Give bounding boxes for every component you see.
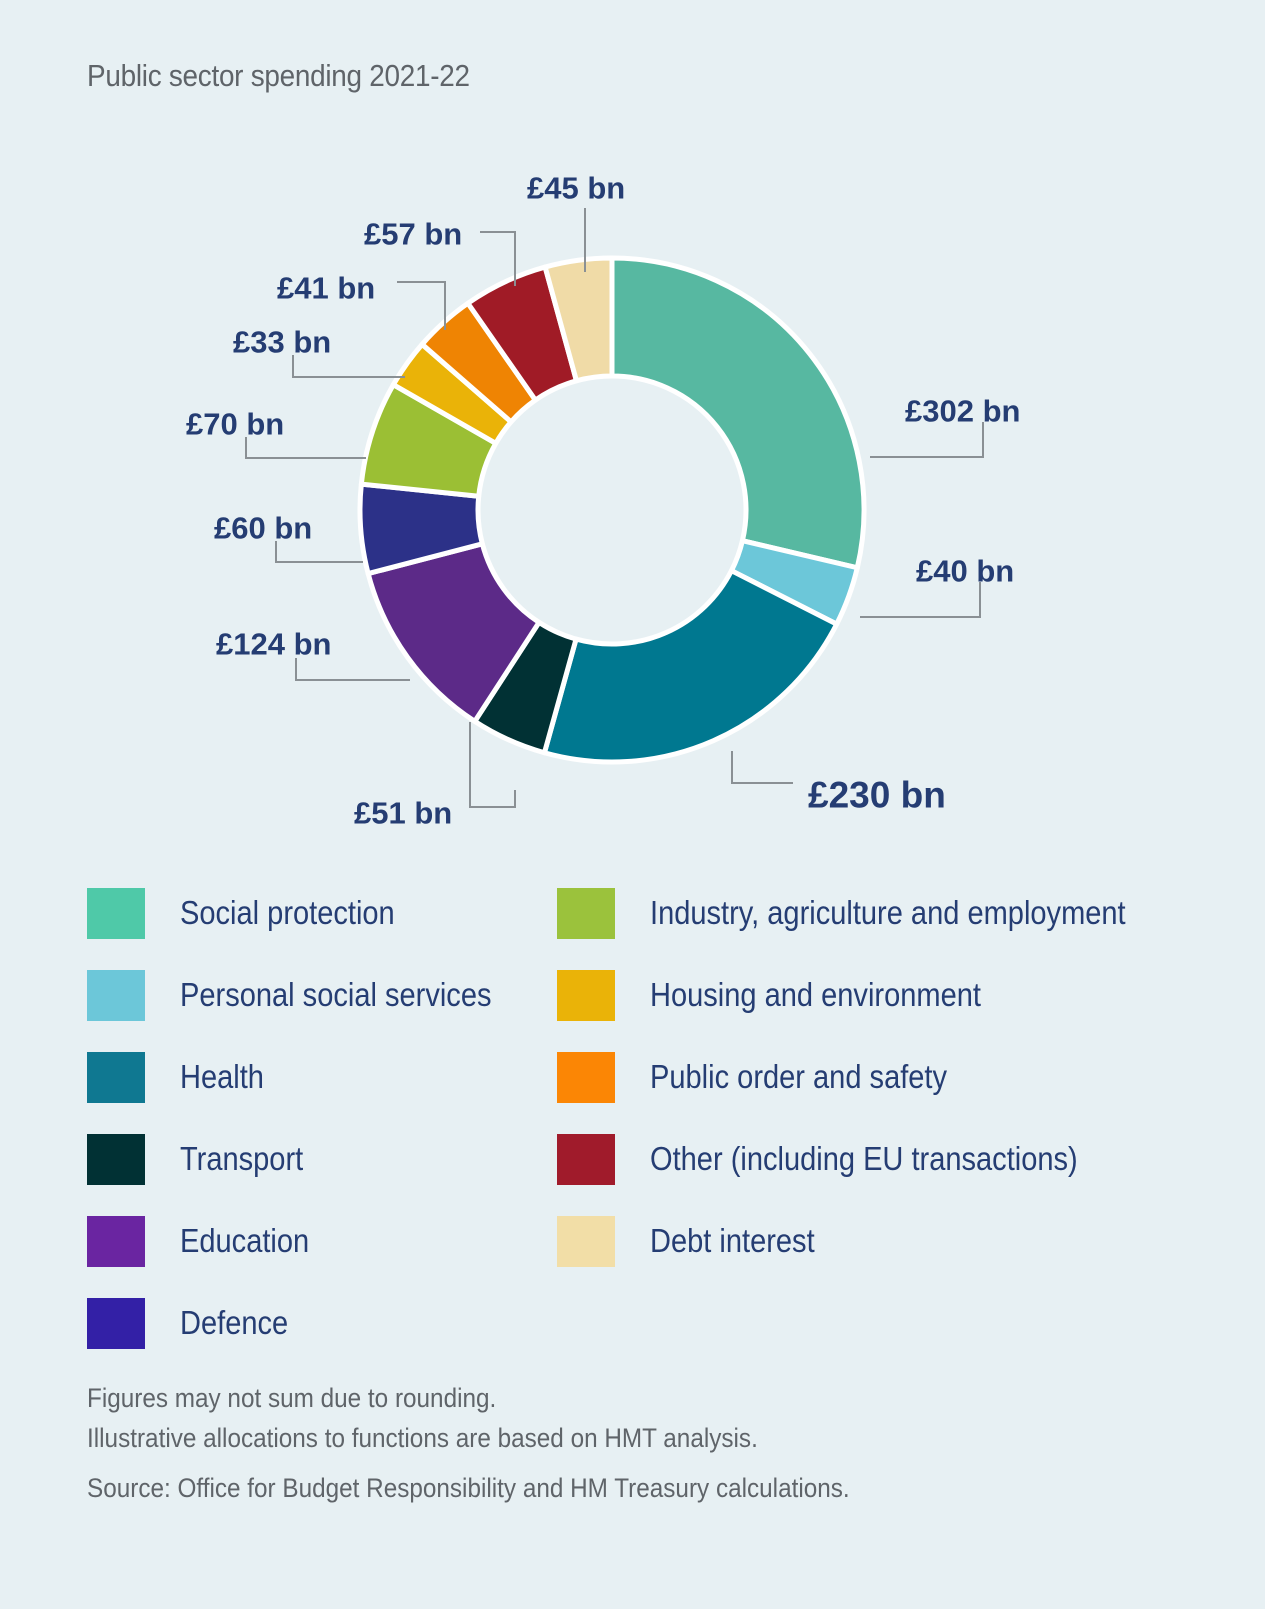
legend-item: Defence xyxy=(87,1297,303,1349)
leader-line xyxy=(870,422,984,458)
legend-swatch xyxy=(87,1215,145,1267)
rounding-note: Figures may not sum due to rounding. xyxy=(87,1383,497,1413)
source-note: Source: Office for Budget Responsibility… xyxy=(87,1473,850,1503)
legend-item: Education xyxy=(87,1215,327,1267)
legend-item: Health xyxy=(87,1051,275,1103)
legend-swatch xyxy=(557,969,615,1021)
allocations-note: Illustrative allocations to functions ar… xyxy=(87,1423,758,1453)
donut-chart: £302 bn £40 bn £230 bn £51 bn £124 bn £60 bn £… xyxy=(186,170,1020,830)
legend-swatch xyxy=(87,1297,145,1349)
legend-label: Social protection xyxy=(180,894,395,931)
chart-notes: Figures may not sum due to rounding. Ill… xyxy=(87,1378,850,1508)
leader-line xyxy=(860,582,981,618)
legend-swatch xyxy=(87,1133,145,1185)
legend-label: Health xyxy=(180,1058,264,1095)
slice-health xyxy=(541,568,840,765)
legend-item: Debt interest xyxy=(557,1215,837,1267)
legend-item: Personal social services xyxy=(87,969,534,1021)
slice-debt-interest xyxy=(542,255,615,384)
data-label: £70 bn xyxy=(186,406,284,441)
leader-line xyxy=(480,231,516,286)
legend-item: Industry, agriculture and employment xyxy=(557,887,1191,939)
data-label: £60 bn xyxy=(214,510,312,545)
legend-item: Housing and environment xyxy=(557,969,1026,1021)
data-label: £124 bn xyxy=(216,626,331,661)
legend-item: Other (including EU transactions) xyxy=(557,1133,1136,1185)
legend-label: Defence xyxy=(180,1304,289,1341)
legend-label: Personal social services xyxy=(180,976,492,1013)
data-label: £45 bn xyxy=(527,170,625,205)
data-label: £33 bn xyxy=(233,324,331,359)
data-label: £57 bn xyxy=(364,216,462,251)
legend-label: Industry, agriculture and employment xyxy=(650,894,1126,931)
legend-item: Transport xyxy=(87,1133,320,1185)
legend-label: Education xyxy=(180,1222,310,1259)
chart-title: Public sector spending 2021-22 xyxy=(87,58,470,93)
legend-label: Transport xyxy=(180,1140,304,1177)
slice-social-protection xyxy=(609,255,867,571)
legend-swatch xyxy=(557,1133,615,1185)
leader-line xyxy=(731,751,793,784)
legend-swatch xyxy=(87,1051,145,1103)
leader-line xyxy=(469,722,516,808)
legend-item: Social protection xyxy=(87,887,424,939)
legend-swatch xyxy=(557,1051,615,1103)
legend-swatch xyxy=(557,887,615,939)
legend-item: Public order and safety xyxy=(557,1051,988,1103)
leader-line xyxy=(292,355,405,378)
legend-label: Housing and environment xyxy=(650,976,981,1013)
data-label: £230 bn xyxy=(808,775,946,816)
leader-line xyxy=(397,281,446,330)
leader-line xyxy=(295,658,410,681)
legend-swatch xyxy=(557,1215,615,1267)
legend-label: Public order and safety xyxy=(650,1058,948,1095)
legend-swatch xyxy=(87,887,145,939)
data-label: £302 bn xyxy=(905,393,1020,428)
data-label: £51 bn xyxy=(354,795,452,830)
leader-line xyxy=(245,437,366,459)
data-label: £40 bn xyxy=(916,553,1014,588)
legend-label: Debt interest xyxy=(650,1222,815,1259)
data-label: £41 bn xyxy=(277,270,375,305)
legend-label: Other (including EU transactions) xyxy=(650,1140,1078,1177)
leader-line xyxy=(275,541,363,563)
legend-swatch xyxy=(87,969,145,1021)
